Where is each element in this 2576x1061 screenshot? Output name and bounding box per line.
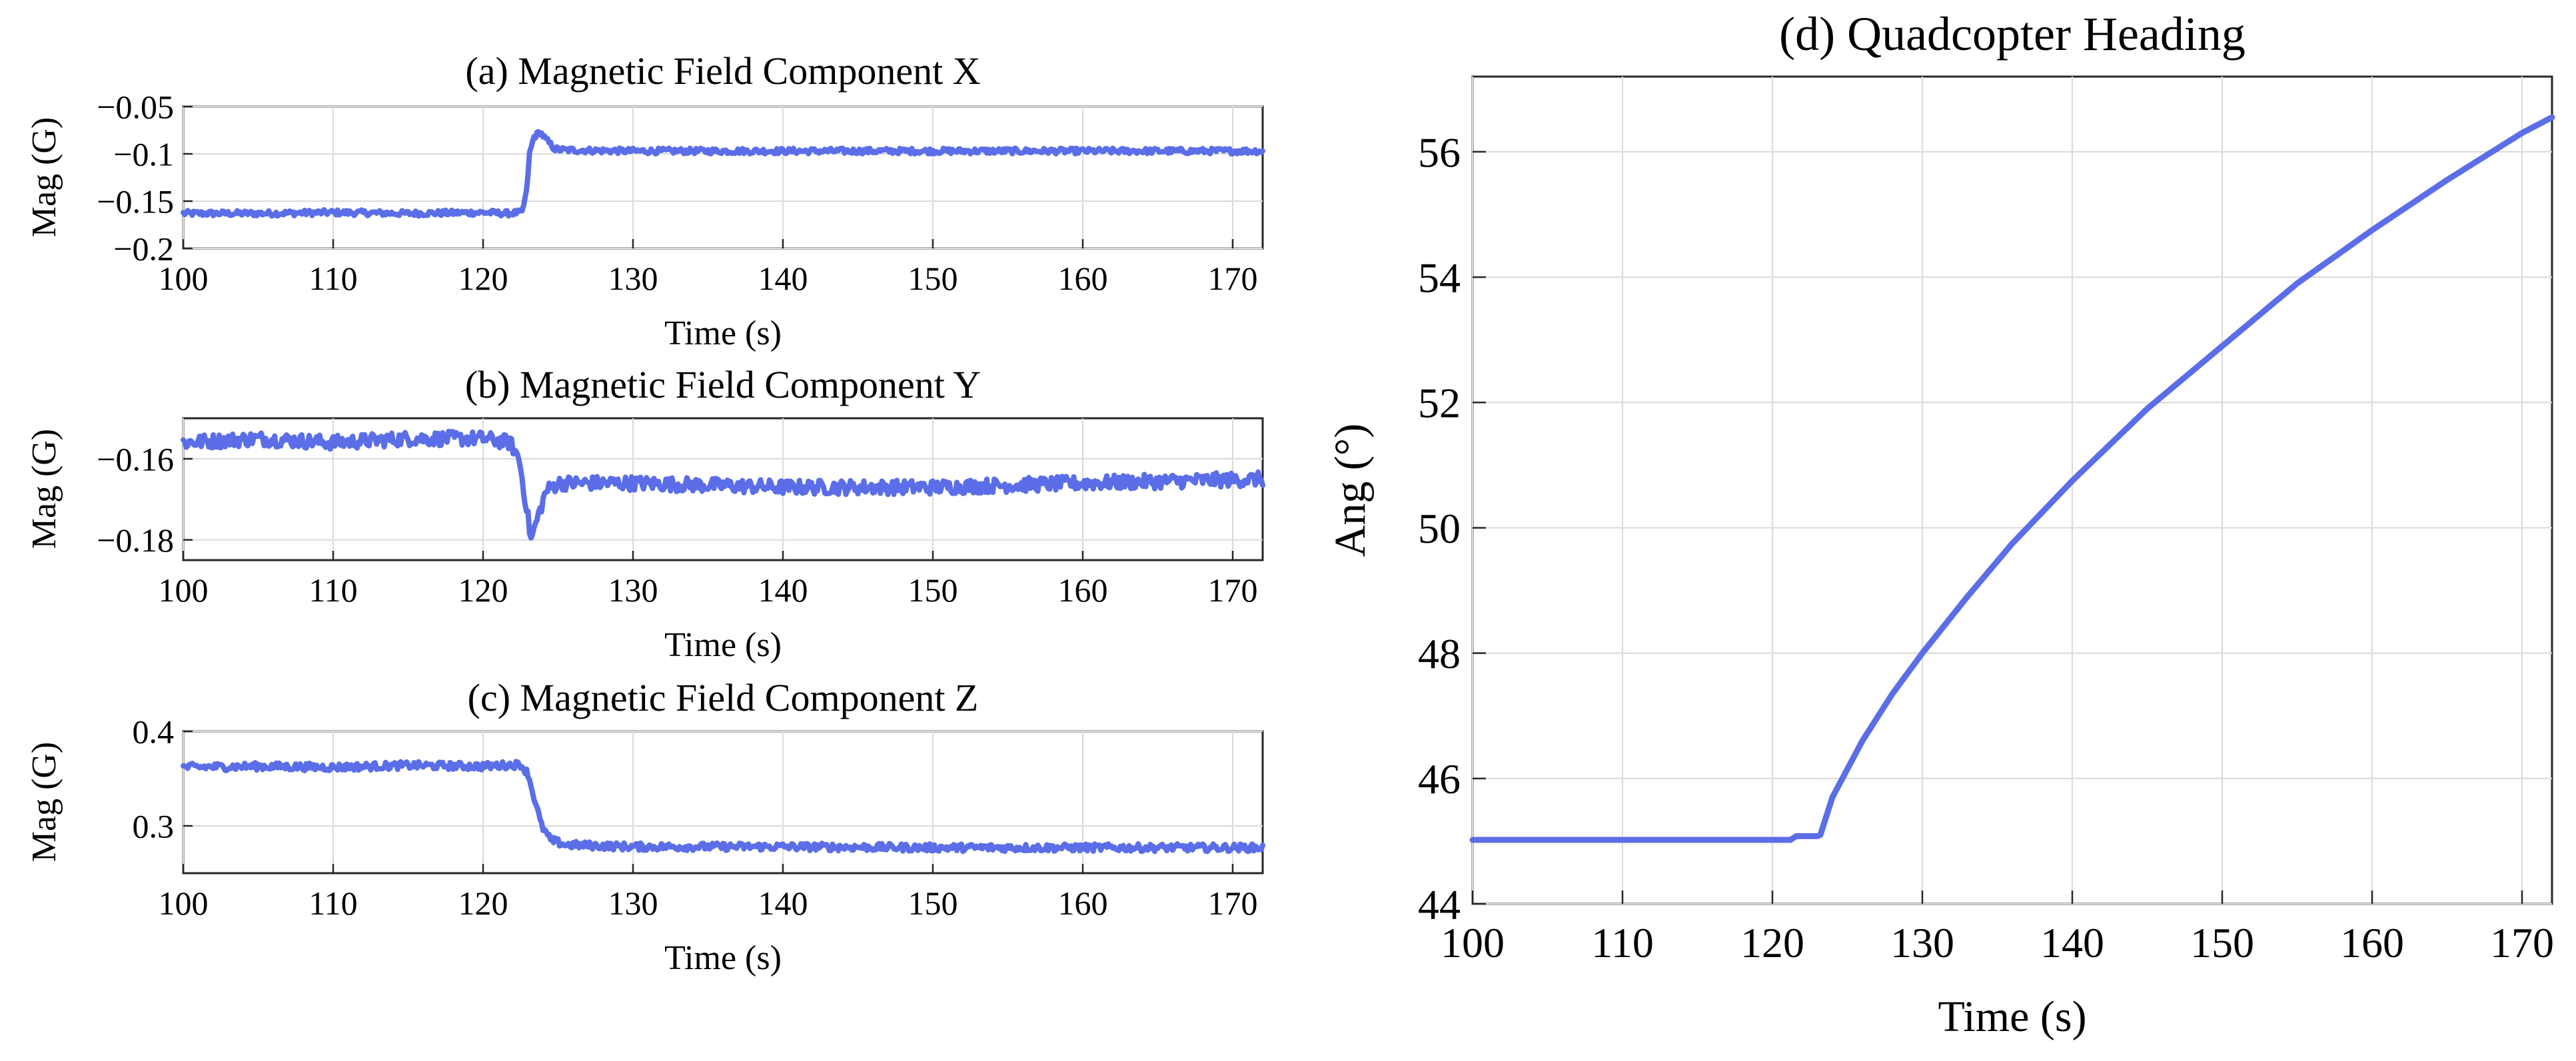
panel-b-ytick-label: −0.18 (97, 522, 174, 559)
panel-d-title: (d) Quadcopter Heading (1779, 7, 2246, 61)
panel-a-ytick-label: −0.2 (113, 230, 174, 268)
panel-c-xtick-label: 170 (1208, 884, 1258, 922)
panel-a-xlabel: Time (s) (664, 314, 782, 352)
panel-a-series-line (181, 129, 1265, 219)
panel-c-series-line (181, 759, 1265, 855)
panel-a-magnetic-x: 100 110 120 130 140 150 160 170 −0.2 −0.15 −0.1 −0.… (25, 49, 1265, 352)
panel-a-ytick-label: −0.15 (97, 183, 174, 220)
panel-a-xtick-label: 120 (458, 260, 508, 297)
panel-c-xtick-label: 130 (608, 884, 658, 922)
panel-b-xlabel: Time (s) (664, 626, 782, 664)
panel-d-ytick-label: 56 (1418, 129, 1461, 176)
panel-d-plot-area (1471, 75, 2553, 905)
panel-b-ytick-label: −0.16 (97, 440, 174, 478)
panel-d-xtick-label: 120 (1740, 919, 1804, 966)
panel-d-ytick-label: 46 (1418, 755, 1461, 803)
panel-b-xtick-label: 100 (159, 571, 209, 609)
panel-c-xtick-label: 140 (758, 884, 808, 922)
panel-c-xtick-label: 150 (908, 884, 958, 922)
panel-c-xtick-label: 120 (458, 884, 508, 922)
panel-d-xtick-label: 130 (1890, 919, 1954, 966)
panel-b-title: (b) Magnetic Field Component Y (465, 363, 981, 406)
panel-a-xtick-label: 150 (908, 260, 958, 297)
panel-c-ytick-label: 0.4 (133, 713, 175, 751)
panel-c-magnetic-z: 100 110 120 130 140 150 160 170 0.3 0.4 (c) Magne… (25, 676, 1265, 977)
panel-a-xtick-label: 160 (1058, 260, 1108, 297)
panel-d-ytick-label: 50 (1418, 505, 1461, 552)
panel-c-ytick-label: 0.3 (133, 808, 175, 845)
panel-a-xtick-label: 170 (1208, 260, 1258, 297)
panel-a-xtick-label: 110 (309, 260, 357, 297)
panel-a-ytick-label: −0.1 (113, 136, 174, 173)
panel-d-xtick-label: 140 (2040, 919, 2104, 966)
panel-d-ylabel: Ang (°) (1326, 424, 1375, 557)
panel-b-xtick-label: 140 (758, 571, 808, 609)
panel-d-xtick-label: 110 (1591, 919, 1654, 966)
panel-d-xtick-label: 170 (2490, 919, 2554, 966)
panel-c-xtick-label: 160 (1058, 884, 1108, 922)
panel-b-xtick-label: 160 (1058, 571, 1108, 609)
panel-c-title: (c) Magnetic Field Component Z (468, 676, 979, 719)
panel-d-series-line (1469, 114, 2555, 843)
panel-d-ytick-label: 52 (1418, 380, 1461, 427)
panel-b-xtick-label: 120 (458, 571, 508, 609)
panel-b-xtick-label: 130 (608, 571, 658, 609)
panel-b-series-line (181, 428, 1265, 541)
panel-d-ytick-label: 48 (1418, 630, 1461, 677)
panel-c-xtick-label: 100 (159, 884, 209, 922)
panel-a-xtick-label: 140 (758, 260, 808, 297)
panel-b-xtick-label: 110 (309, 571, 357, 609)
panel-b-xtick-label: 150 (908, 571, 958, 609)
panel-d-ytick-label: 44 (1418, 881, 1461, 928)
panel-d-xtick-label: 160 (2340, 919, 2404, 966)
panel-d-ytick-label: 54 (1418, 254, 1461, 301)
panel-a-title: (a) Magnetic Field Component X (465, 49, 980, 93)
panel-a-xtick-label: 100 (159, 260, 209, 297)
panel-a-ytick-label: −0.05 (97, 89, 174, 126)
panel-c-xlabel: Time (s) (664, 939, 782, 977)
panel-d-xlabel: Time (s) (1938, 992, 2086, 1041)
panel-d-xtick-label: 100 (1441, 919, 1505, 966)
panel-a-ylabel: Mag (G) (25, 117, 63, 238)
panel-b-ylabel: Mag (G) (25, 429, 63, 549)
panel-d-xtick-label: 150 (2190, 919, 2254, 966)
panel-a-xtick-label: 130 (608, 260, 658, 297)
panel-c-ylabel: Mag (G) (25, 742, 63, 863)
panel-b-xtick-label: 170 (1208, 571, 1258, 609)
panel-c-xtick-label: 110 (309, 884, 357, 922)
panel-d-heading: 100 110 120 130 140 150 160 170 44 46 48 50 52 54 56 (… (1326, 7, 2555, 1041)
panel-a-plot-area (182, 105, 1264, 250)
panel-b-magnetic-y: 100 110 120 130 140 150 160 170 −0.18 −0.16 (b) M… (25, 363, 1265, 664)
